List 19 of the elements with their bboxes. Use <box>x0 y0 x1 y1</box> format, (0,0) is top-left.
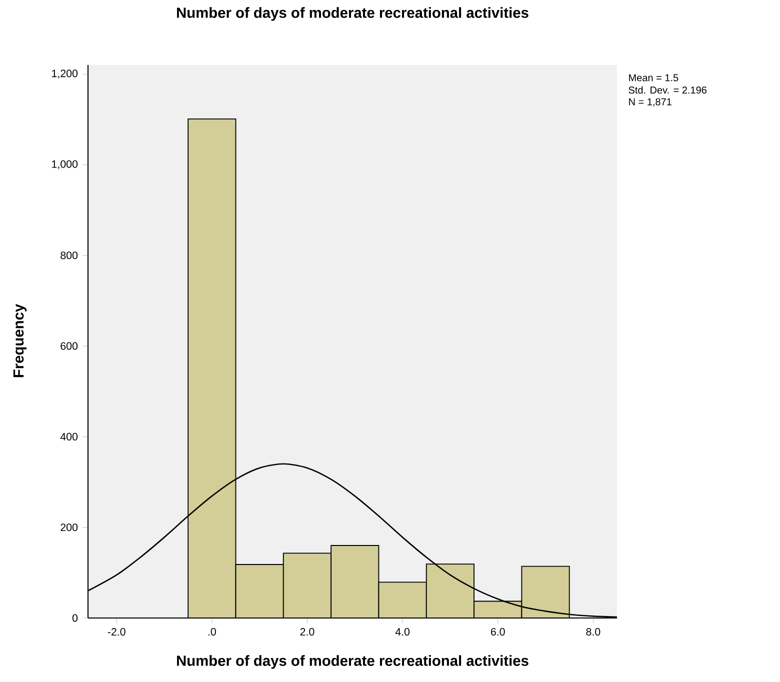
text: N = 1,871 <box>629 98 672 107</box>
x-tick-label: .0 <box>208 628 216 636</box>
y-tick-label: 600 <box>60 342 78 350</box>
text: Std. Dev. = 2.196 <box>628 86 706 94</box>
y-tick-label: 200 <box>60 524 78 532</box>
y-tick-label: 800 <box>60 252 78 260</box>
y-axis-title: Frequency <box>13 304 27 378</box>
x-tick-label: 6.0 <box>491 628 505 636</box>
x-tick-label: 8.0 <box>586 628 600 636</box>
y-tick-label: 400 <box>60 432 78 440</box>
x-tick-label: 4.0 <box>395 628 410 636</box>
x-tick-label: 2.0 <box>300 628 314 636</box>
y-tick-label: 1,200 <box>52 70 78 78</box>
y-tick-label: 1,000 <box>52 160 78 170</box>
chart-title: Number of days of moderate recreational activities <box>177 7 528 21</box>
x-axis-title: Number of days of moderate recreational activities <box>177 655 528 669</box>
x-tick-label: -2.0 <box>108 628 126 636</box>
y-tick-label: 0 <box>72 614 78 622</box>
text: Mean = 1.5 <box>629 74 678 82</box>
